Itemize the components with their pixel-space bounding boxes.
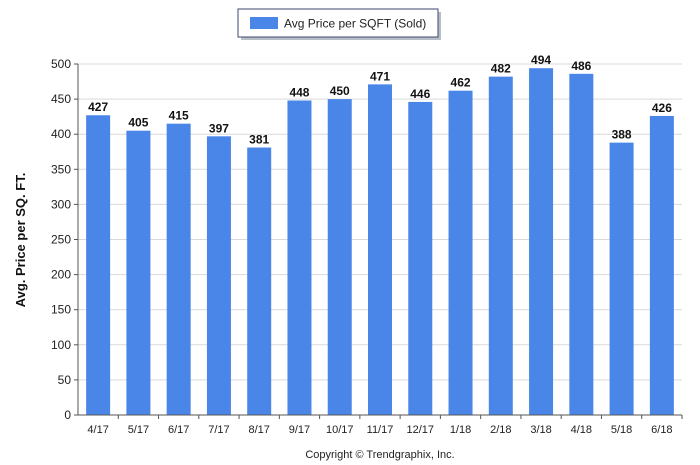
- bar-4/18[interactable]: [569, 73, 594, 415]
- data-label-7/17: 397: [209, 121, 229, 135]
- y-tick-label-0: 0: [64, 408, 71, 422]
- x-tick-label-11/17: 11/17: [367, 424, 394, 436]
- y-axis-ticks: 0 50 100 150 200 250 300 350 400 450 500: [51, 57, 78, 422]
- y-tick-label-150: 150: [51, 303, 71, 317]
- x-axis-ticks: 4/17 5/17 6/17 7/17 8/17 9/17 10/17 11/17 12/17 1…: [87, 415, 683, 436]
- data-label-10/17: 450: [330, 84, 350, 98]
- legend-label: Avg Price per SQFT (Sold): [284, 17, 426, 31]
- y-axis-title: Avg. Price per SQ. FT.: [13, 173, 28, 308]
- bar-6/18[interactable]: [649, 115, 674, 415]
- x-tick-label-8/17: 8/17: [248, 424, 269, 436]
- y-tick-label-50: 50: [58, 373, 72, 387]
- bar-5/17[interactable]: [126, 130, 151, 415]
- x-tick-label-4/17: 4/17: [87, 424, 108, 436]
- legend-swatch: [250, 17, 278, 29]
- bar-2/18[interactable]: [488, 76, 513, 416]
- x-tick-label-7/17: 7/17: [208, 424, 229, 436]
- data-label-12/17: 446: [410, 87, 430, 101]
- data-label-6/17: 415: [169, 109, 189, 123]
- x-tick-label-9/17: 9/17: [289, 424, 310, 436]
- data-label-4/17: 427: [88, 100, 108, 114]
- x-tick-label-2/18: 2/18: [490, 424, 511, 436]
- bar-10/17[interactable]: [327, 99, 352, 415]
- data-label-9/17: 448: [289, 86, 309, 100]
- bar-5/18[interactable]: [609, 142, 634, 415]
- y-tick-label-350: 350: [51, 162, 71, 176]
- x-tick-label-12/17: 12/17: [407, 424, 435, 436]
- legend: Avg Price per SQFT (Sold): [237, 8, 441, 40]
- bars: [86, 68, 674, 416]
- data-label-6/18: 426: [652, 101, 672, 115]
- bar-8/17[interactable]: [247, 147, 272, 415]
- bar-11/17[interactable]: [368, 84, 392, 415]
- data-label-4/18: 486: [571, 59, 591, 73]
- bar-6/17[interactable]: [166, 123, 191, 416]
- data-label-1/18: 462: [451, 76, 471, 90]
- x-tick-label-5/17: 5/17: [128, 424, 149, 436]
- x-tick-label-6/17: 6/17: [168, 424, 189, 436]
- copyright-footer: Copyright © Trendgraphix, Inc.: [305, 449, 454, 461]
- y-tick-label-450: 450: [51, 92, 71, 106]
- x-tick-label-10/17: 10/17: [326, 424, 354, 436]
- data-label-8/17: 381: [249, 133, 269, 147]
- data-label-2/18: 482: [491, 62, 511, 76]
- y-tick-label-300: 300: [51, 197, 71, 211]
- y-tick-label-400: 400: [51, 127, 71, 141]
- bar-1/18[interactable]: [448, 90, 473, 416]
- data-label-5/18: 388: [612, 128, 632, 142]
- x-tick-label-3/18: 3/18: [530, 424, 551, 436]
- bar-3/18[interactable]: [529, 68, 554, 415]
- y-tick-label-200: 200: [51, 268, 71, 282]
- data-label-3/18: 494: [531, 53, 551, 67]
- data-label-5/17: 405: [128, 116, 148, 130]
- bar-4/17[interactable]: [86, 115, 111, 415]
- x-tick-label-1/18: 1/18: [450, 424, 471, 436]
- bar-9/17[interactable]: [287, 100, 312, 415]
- x-tick-label-6/18: 6/18: [651, 424, 672, 436]
- bar-12/17[interactable]: [408, 101, 433, 416]
- y-tick-label-500: 500: [51, 57, 71, 71]
- x-tick-label-4/18: 4/18: [571, 424, 592, 436]
- y-tick-label-100: 100: [51, 338, 71, 352]
- bar-7/17[interactable]: [206, 136, 231, 415]
- data-labels: 427 405 415 397 381 448 450 471 446 462 482 494 486 3…: [88, 53, 672, 146]
- y-tick-label-250: 250: [51, 233, 71, 247]
- data-label-11/17: 471: [370, 69, 390, 83]
- x-tick-label-5/18: 5/18: [611, 424, 632, 436]
